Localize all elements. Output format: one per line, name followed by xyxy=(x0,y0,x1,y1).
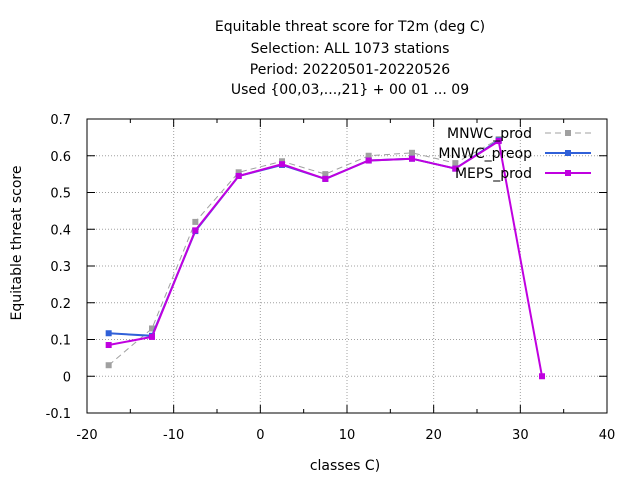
data-point-mnwc-prod xyxy=(192,218,199,225)
title-line-2: Selection: ALL 1073 stations xyxy=(250,41,450,57)
axis-ticks: -20 -10 0 10 20 30 40 -0.1 0 0.1 0.2 0.3 0.4 0.5 0.6 0.… xyxy=(46,113,616,443)
data-point-meps-prod xyxy=(235,172,242,179)
data-point-meps-prod xyxy=(539,373,545,380)
y-tick-label: 0.1 xyxy=(50,334,71,349)
data-point-meps-prod xyxy=(452,165,459,172)
y-tick-label: 0 xyxy=(63,370,71,385)
x-tick-label: -20 xyxy=(76,428,97,443)
legend-label-mnwc-prod: MNWC_prod xyxy=(447,126,532,142)
x-tick-label: 0 xyxy=(256,428,264,443)
legend-marker-meps-prod xyxy=(565,170,571,176)
legend-marker-mnwc-preop xyxy=(565,150,571,156)
title-line-4: Used {00,03,...,21} + 00 01 ... 09 xyxy=(230,82,470,98)
data-point-meps-prod xyxy=(149,333,155,340)
legend: MNWC_prod MNWC_preop MEPS_prod xyxy=(438,126,591,182)
data-point-mnwc-prod xyxy=(149,325,155,332)
x-tick-label: 30 xyxy=(512,428,529,443)
series-group xyxy=(105,136,545,380)
legend-label-meps-prod: MEPS_prod xyxy=(455,166,532,182)
data-point-mnwc-prod xyxy=(365,152,372,159)
x-tick-label: 40 xyxy=(599,428,616,443)
y-tick-label: 0.7 xyxy=(50,113,71,128)
x-tick-label: 10 xyxy=(339,428,356,443)
data-point-meps-prod xyxy=(322,175,329,182)
data-point-meps-prod xyxy=(192,227,199,234)
y-axis-label: Equitable threat score xyxy=(9,166,25,321)
x-tick-label: 20 xyxy=(425,428,442,443)
data-point-mnwc-preop xyxy=(105,330,112,337)
data-point-meps-prod xyxy=(105,342,112,349)
x-tick-label: -10 xyxy=(163,428,184,443)
y-tick-label: 0.4 xyxy=(50,223,71,238)
data-point-mnwc-prod xyxy=(322,171,329,178)
x-axis-label: classes C) xyxy=(310,458,380,474)
y-tick-label: 0.5 xyxy=(50,187,71,202)
data-point-meps-prod xyxy=(365,157,372,164)
title-line-1: Equitable threat score for T2m (deg C) xyxy=(214,19,486,35)
data-point-meps-prod xyxy=(495,138,502,145)
data-point-mnwc-prod xyxy=(452,160,459,167)
series-line-mnwc-prod xyxy=(108,138,499,366)
legend-label-mnwc-preop: MNWC_preop xyxy=(438,146,532,162)
y-tick-label: -0.1 xyxy=(46,407,71,422)
y-tick-label: 0.6 xyxy=(50,150,71,165)
data-point-mnwc-prod xyxy=(409,149,415,156)
data-point-meps-prod xyxy=(279,161,285,168)
title-line-3: Period: 20220501-20220526 xyxy=(249,62,451,78)
data-point-mnwc-prod xyxy=(235,169,242,176)
series-line-mnwc-preop xyxy=(108,139,500,337)
grid xyxy=(87,119,607,413)
data-point-mnwc-prod xyxy=(105,362,112,369)
y-tick-label: 0.3 xyxy=(50,260,71,275)
data-point-meps-prod xyxy=(409,155,415,162)
legend-marker-mnwc-prod xyxy=(565,130,571,136)
y-tick-label: 0.2 xyxy=(50,297,71,312)
